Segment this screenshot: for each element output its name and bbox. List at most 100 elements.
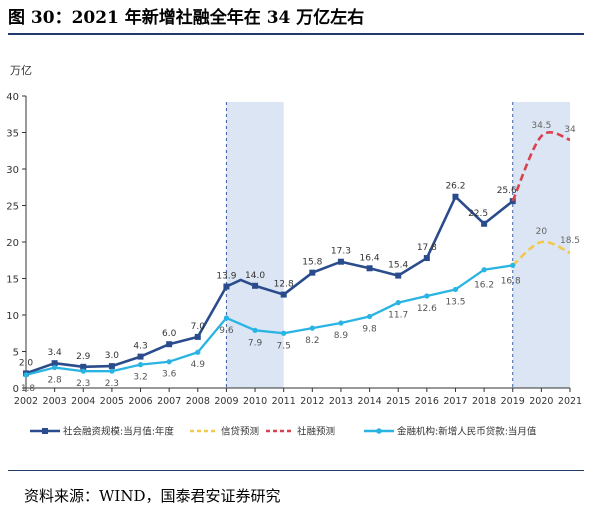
legend-marker	[42, 428, 48, 434]
data-point	[51, 360, 58, 367]
data-point	[80, 363, 87, 370]
x-tick-label: 2019	[501, 396, 525, 407]
data-point	[509, 198, 516, 205]
x-tick-label: 2021	[558, 396, 582, 407]
data-point	[481, 220, 488, 227]
shaded-periods	[225, 102, 570, 388]
legend: 社会融资规模:当月值:年度 信贷预测 社融预测 金融机构:新增人民币贷款:当月值	[30, 426, 537, 438]
y-tick-label: 30	[6, 165, 19, 176]
series-social-financing-forecast-line	[511, 131, 571, 202]
title-rule	[8, 33, 584, 35]
data-point	[280, 291, 287, 298]
data-label: 20	[536, 227, 548, 237]
data-point	[510, 262, 516, 268]
data-labels: 2.0 3.4 2.9 3.0 4.3 6.0 7.0 13.9 14.0 12.8 15.8 17.…	[19, 121, 580, 394]
data-label: 9.8	[362, 324, 377, 334]
data-label: 13.9	[216, 272, 236, 282]
data-label: 2.0	[19, 358, 34, 368]
data-label: 14.0	[245, 271, 265, 281]
legend-label: 社融预测	[297, 426, 335, 438]
data-point	[137, 353, 144, 360]
x-tick-label: 2014	[357, 396, 381, 407]
data-point	[252, 282, 259, 289]
y-tick-label: 5	[13, 348, 19, 359]
x-tick-label: 2010	[243, 396, 267, 407]
data-label: 7.0	[191, 322, 206, 332]
x-tick-label: 2004	[71, 396, 95, 407]
data-label: 34.5	[531, 121, 551, 131]
data-label: 34	[564, 125, 576, 135]
data-label: 4.3	[133, 342, 147, 352]
series-credit-forecast-line	[511, 240, 571, 267]
data-label: 2.8	[47, 376, 62, 386]
legend-label: 信贷预测	[221, 426, 259, 438]
x-tick-label: 2020	[529, 396, 553, 407]
data-label: 8.9	[334, 331, 349, 341]
x-tick-label: 2008	[186, 396, 210, 407]
x-tick-label: 2009	[214, 396, 238, 407]
data-point	[281, 330, 287, 336]
data-point	[337, 258, 344, 265]
data-point	[366, 313, 373, 320]
legend-marker	[376, 428, 382, 434]
y-tick-label: 10	[6, 311, 19, 322]
data-point	[423, 255, 430, 262]
data-label: 2.3	[76, 379, 90, 389]
data-point	[223, 315, 230, 321]
data-point	[252, 327, 258, 333]
data-point	[452, 286, 459, 293]
data-label: 7.5	[277, 341, 291, 351]
legend-label: 金融机构:新增人民币贷款:当月值	[397, 426, 537, 438]
series-new-rmb-loans-line	[25, 264, 513, 376]
y-tick-label: 40	[6, 92, 19, 103]
data-point	[366, 265, 373, 272]
data-point	[166, 359, 172, 365]
y-tick-label: 35	[6, 129, 19, 140]
data-label: 11.7	[388, 311, 408, 321]
data-label: 15.8	[302, 258, 322, 268]
x-tick-label: 2013	[329, 396, 353, 407]
data-point	[109, 368, 115, 374]
x-tick-label: 2015	[386, 396, 410, 407]
data-point	[395, 272, 402, 279]
x-tick-label: 2006	[128, 396, 152, 407]
shaded-period-1	[226, 102, 284, 388]
x-tick-label: 2018	[472, 396, 496, 407]
data-label: 15.4	[388, 261, 408, 271]
legend-item-3: 社融预测	[266, 426, 335, 438]
x-tick-label: 2007	[157, 396, 181, 407]
data-point	[481, 267, 487, 273]
x-tick-label: 2005	[100, 396, 124, 407]
series-social-financing	[23, 193, 516, 377]
data-label: 22.5	[468, 209, 488, 219]
data-label: 18.5	[560, 236, 580, 246]
data-label: 7.9	[248, 338, 263, 348]
data-label: 16.8	[501, 276, 521, 286]
series-new-rmb-loans	[23, 262, 516, 378]
data-label: 9.6	[219, 326, 234, 336]
x-tick-label: 2012	[300, 396, 324, 407]
data-point	[395, 299, 401, 306]
figure-title: 图 30：2021 年新增社融全年在 34 万亿左右	[8, 8, 365, 28]
data-label: 17.8	[417, 243, 437, 253]
source-note: 资料来源：WIND，国泰君安证券研究	[24, 487, 281, 505]
data-label: 2.3	[105, 379, 119, 389]
x-tick-label: 2011	[272, 396, 296, 407]
data-point	[137, 362, 144, 368]
axes: 万亿 0 5 10 15 20 25 30 35 40 2002 2003 2004 2005 2006 20…	[6, 64, 582, 407]
data-point	[52, 364, 58, 371]
data-point	[194, 333, 201, 340]
data-label: 3.4	[47, 348, 62, 358]
data-label: 26.2	[445, 182, 465, 192]
x-tick-label: 2017	[443, 396, 467, 407]
series-layer	[23, 131, 571, 378]
data-point	[452, 193, 459, 200]
data-label: 13.5	[445, 297, 465, 307]
shaded-period-2	[512, 102, 570, 388]
data-point	[309, 325, 315, 331]
legend-item-1: 社会融资规模:当月值:年度	[30, 426, 174, 438]
data-point	[108, 363, 115, 370]
data-point	[424, 293, 430, 299]
x-tick-label: 2002	[14, 396, 38, 407]
data-label: 8.2	[305, 336, 319, 346]
